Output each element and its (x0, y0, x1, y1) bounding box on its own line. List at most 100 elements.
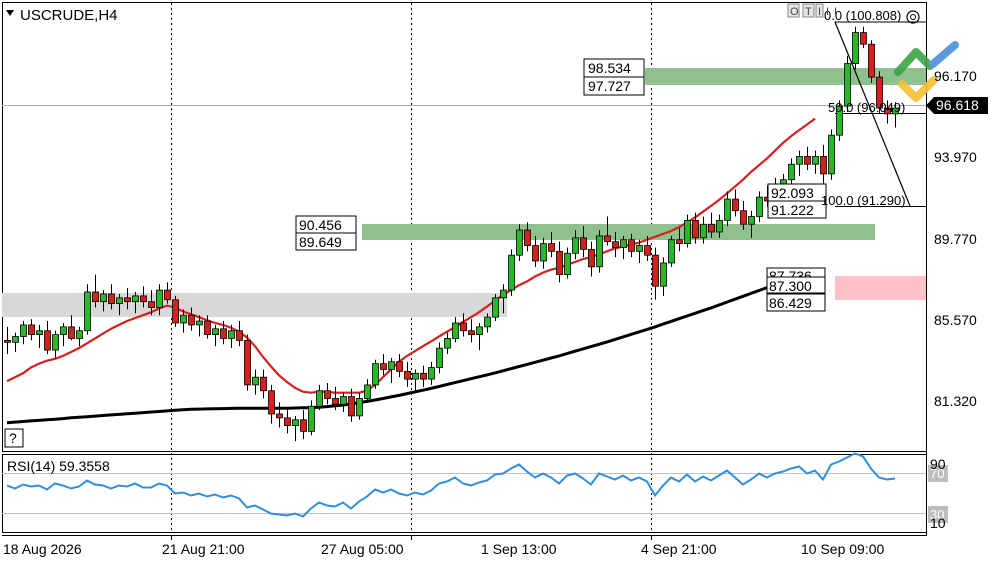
broker-logo-icon (894, 41, 959, 102)
candle (380, 353, 387, 376)
candle (884, 100, 891, 124)
toolbar-button-0[interactable]: O (790, 6, 799, 18)
symbol-header[interactable]: USCRUDE,H4 (6, 7, 118, 24)
rsi-level-70-tag: 70 (930, 466, 944, 481)
candle (596, 230, 603, 273)
price-tick-1: 93.970 (934, 149, 977, 165)
candle-body-bear (92, 291, 99, 303)
fibo-level-50-label: 50.0 (96.049) (828, 100, 905, 115)
candle-body-bull (828, 134, 835, 175)
candle (452, 317, 459, 343)
help-button-label: ? (9, 430, 17, 446)
candle (820, 144, 827, 184)
candle (60, 322, 67, 347)
candle-body-bear (652, 254, 659, 287)
candle-body-bear (524, 229, 531, 246)
candle-body-bull (412, 372, 419, 380)
candle (68, 315, 75, 341)
candle-body-bear (604, 235, 611, 243)
candle-body-bull (60, 326, 67, 335)
candle (388, 357, 395, 383)
candle (108, 284, 115, 310)
candle (804, 146, 811, 171)
candle (300, 410, 307, 440)
candle (364, 379, 371, 403)
candle (220, 321, 227, 345)
price-tick-3: 85.570 (934, 312, 977, 328)
candle (436, 342, 443, 374)
candle (876, 71, 883, 114)
candle-body-bull (444, 338, 451, 349)
candle (572, 230, 579, 260)
candle (124, 288, 131, 310)
candle (92, 274, 99, 308)
toolbar-button-4[interactable]: I (834, 6, 837, 18)
zone-label-98534: 98.534 (583, 58, 645, 78)
candle-body-bull (36, 330, 43, 335)
candle-body-bear (588, 249, 595, 268)
price-axis: 96.170 93.970 89.770 85.570 81.320 (934, 68, 977, 409)
time-tick-5: 10 Sep 09:00 (801, 541, 885, 557)
rsi-level-30-tag: 30 (930, 507, 944, 522)
fibo-level-0-label: 0.0 (100.808) (824, 8, 901, 23)
resistance-zone-rect[interactable] (645, 68, 926, 85)
candle (116, 293, 123, 316)
candle (564, 247, 571, 279)
candle (428, 361, 435, 385)
candle-body-bull (492, 297, 499, 318)
candle-body-bull (428, 367, 435, 380)
candle-body-bear (140, 295, 147, 303)
candle (444, 332, 451, 354)
symbol-title: USCRUDE,H4 (20, 7, 118, 24)
dropdown-arrow-icon[interactable] (6, 10, 14, 16)
candle-body-bull (340, 396, 347, 405)
candle (660, 257, 667, 296)
candle-body-bull (132, 295, 139, 303)
candle-body-bear (860, 32, 867, 45)
neutral-zone-rect[interactable] (2, 293, 507, 317)
candle (844, 55, 851, 112)
candle (812, 150, 819, 174)
settings-ring-icon[interactable] (906, 10, 920, 24)
time-tick-2: 27 Aug 05:00 (321, 541, 404, 557)
level-label-92093: 92.093 (767, 183, 827, 202)
help-button[interactable]: ? (4, 428, 24, 448)
candle (740, 201, 747, 231)
time-tick-1: 21 Aug 21:00 (162, 541, 245, 557)
candle-body-bull (212, 328, 219, 335)
toolbar-button-1[interactable]: T (805, 6, 812, 18)
candle-body-bear (396, 361, 403, 372)
candle-body-bull (372, 363, 379, 386)
candle-body-bear (276, 413, 283, 419)
ema-slow-layer (6, 268, 816, 425)
current-price-tag: 96.618 (926, 97, 988, 114)
candle-body-bull (724, 198, 731, 221)
candle (532, 235, 539, 267)
price-tick-0: 96.170 (934, 68, 977, 84)
candle-body-bull (636, 245, 643, 252)
toolbar-buttons[interactable]: O T I I I (787, 3, 837, 18)
candle-body-bear (108, 293, 115, 305)
zone-label-89649: 89.649 (295, 232, 357, 251)
candle (500, 284, 507, 314)
candle-body-bear (404, 370, 411, 380)
candle (652, 247, 659, 300)
demand-zone-rect[interactable] (835, 276, 926, 300)
level-label-92093-text: 92.093 (771, 185, 814, 201)
candle-body-bull (116, 297, 123, 305)
zone-label-90456-text: 90.456 (299, 217, 342, 233)
candle-body-bull (572, 237, 579, 254)
toolbar-button-2[interactable]: I (818, 6, 821, 18)
candle-body-bear (804, 156, 811, 165)
candle-body-bull (756, 196, 763, 217)
candle (580, 226, 587, 258)
candle-body-bull (52, 334, 59, 351)
candle (508, 249, 515, 296)
candle (12, 332, 19, 353)
candle (540, 237, 547, 269)
candle-body-bull (716, 219, 723, 233)
candle (516, 224, 523, 262)
candle (172, 295, 179, 327)
support-zone-rect[interactable] (362, 224, 875, 240)
toolbar-button-3[interactable]: I (826, 6, 829, 18)
